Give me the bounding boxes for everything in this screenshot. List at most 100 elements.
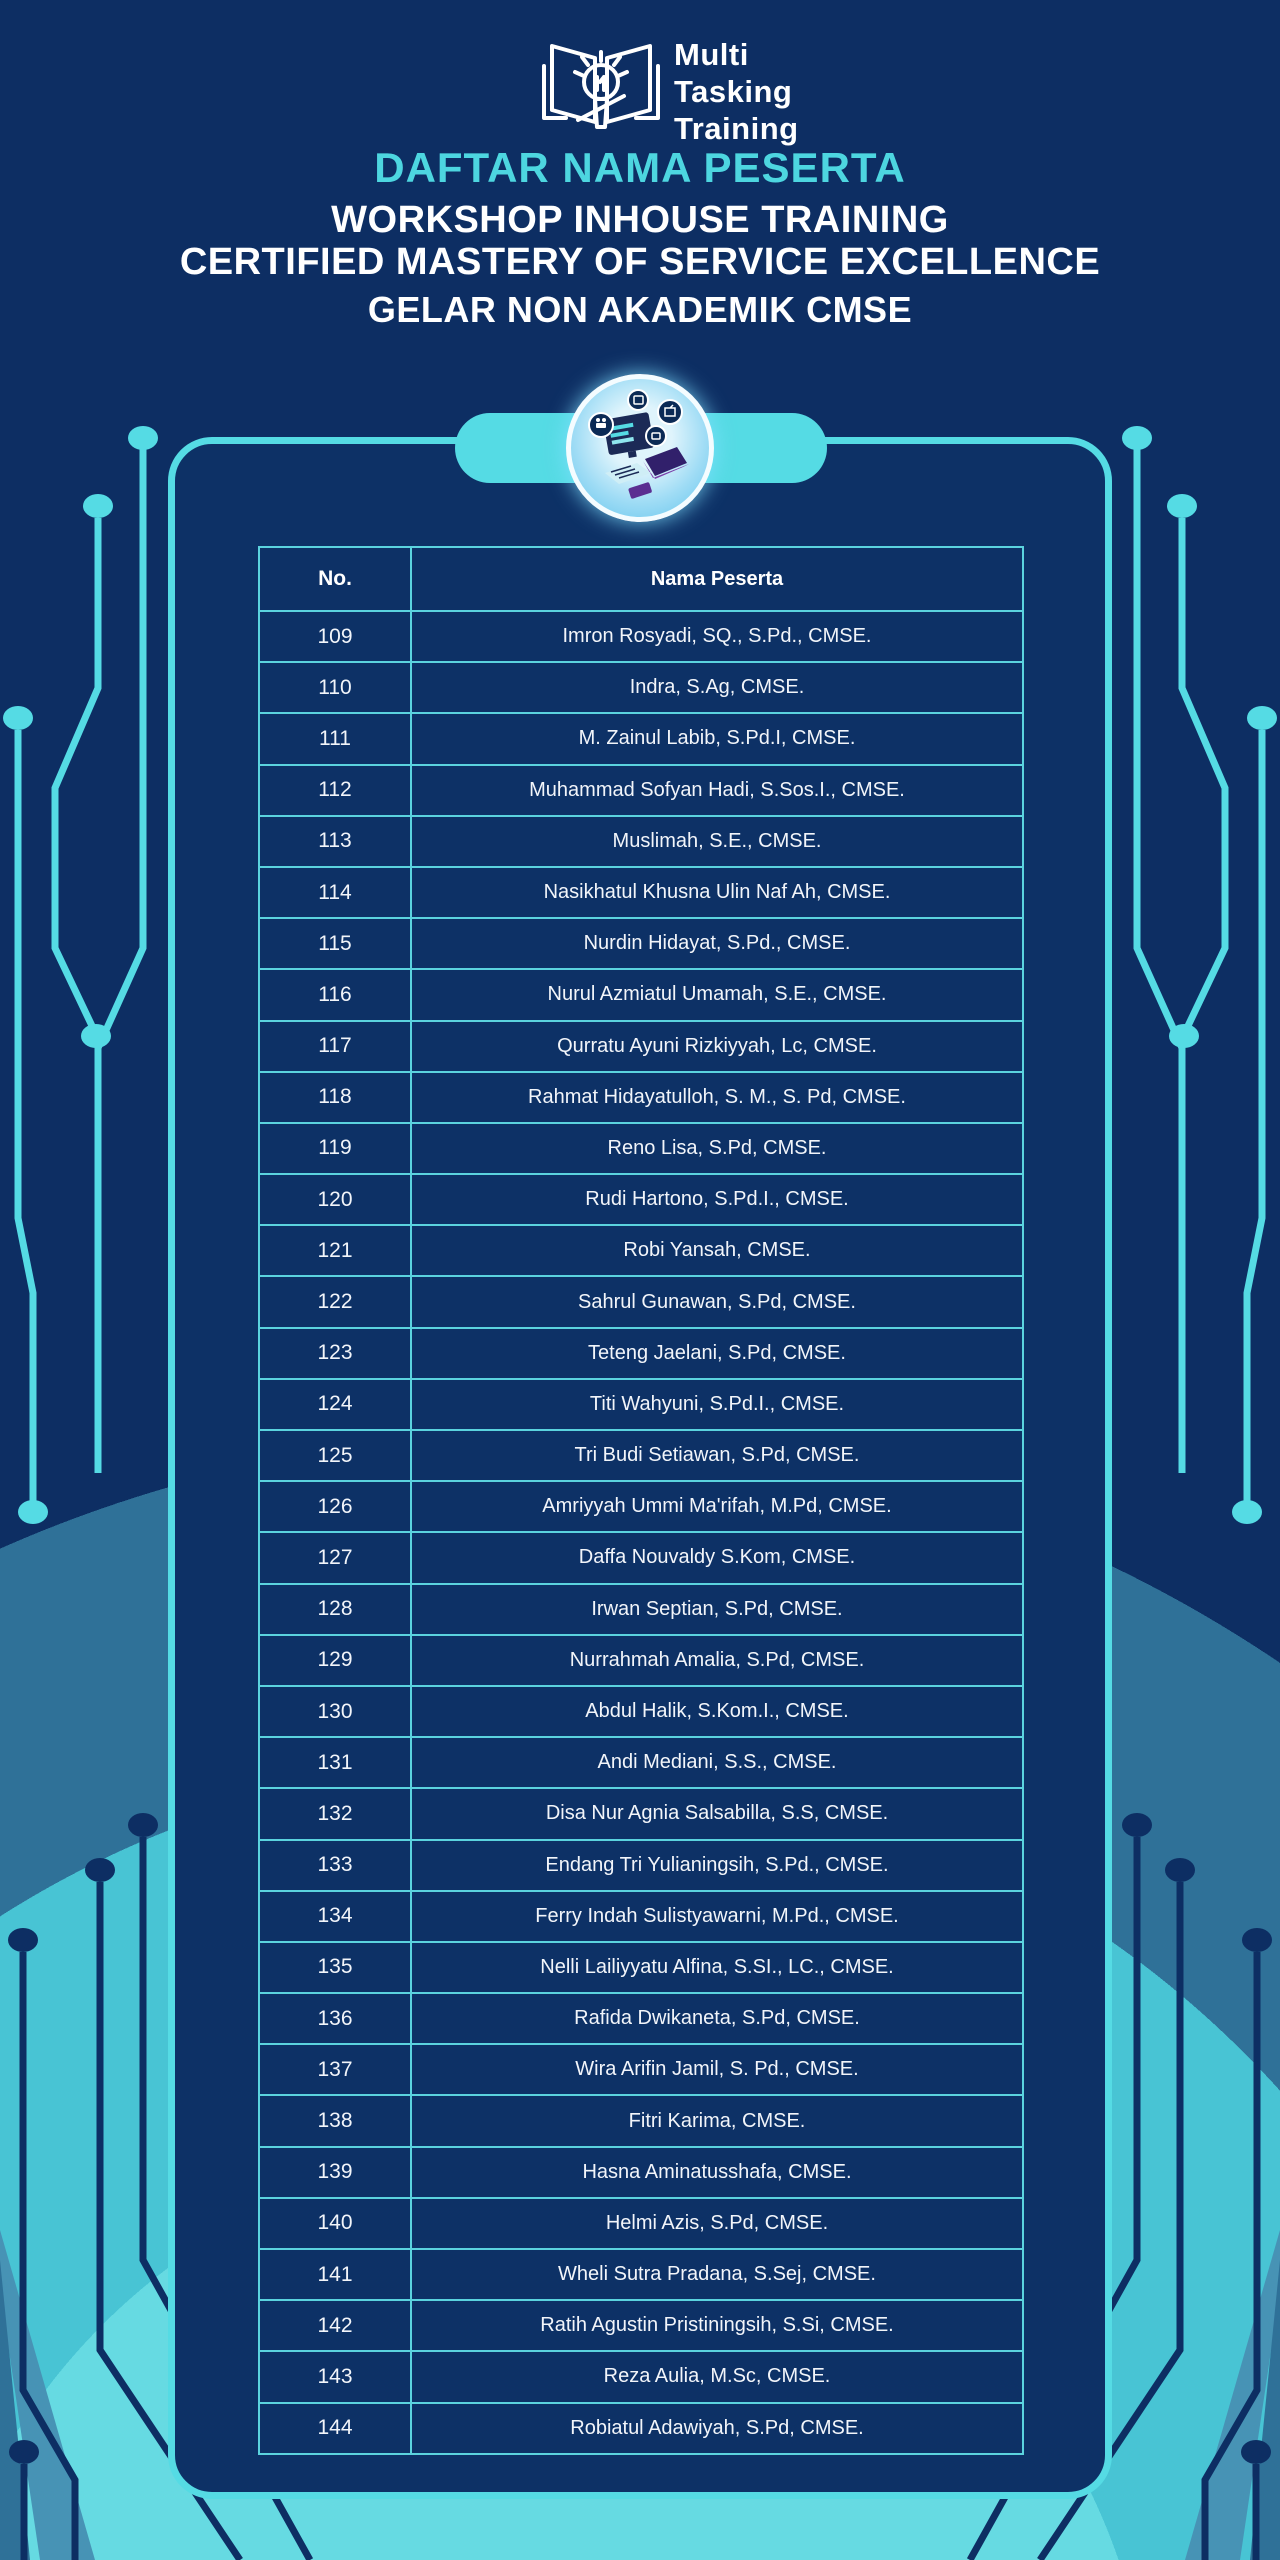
table-row: 132 Disa Nur Agnia Salsabilla, S.S, CMSE. [260,1787,1022,1839]
table-row: 119 Reno Lisa, S.Pd, CMSE. [260,1121,1022,1174]
participant-name-cell: Daffa Nouvaldy S.Kom, CMSE. [578,1546,856,1569]
row-number-cell: 115 [260,919,412,969]
table-row: 123 Teteng Jaelani, S.Pd, CMSE. [260,1326,1022,1378]
row-number-cell: 130 [260,1686,412,1737]
table-row: 125 Tri Budi Setiawan, S.Pd, CMSE. [260,1429,1022,1481]
participant-name-cell: Titi Wahyuni, S.Pd.I., CMSE. [589,1392,845,1415]
brand-word-2: Tasking [674,74,793,109]
row-number-cell: 143 [260,2352,412,2402]
brand-word-3: Training [674,111,799,146]
table-row: 131 Andi Mediani, S.S., CMSE. [260,1736,1022,1788]
row-number-cell: 123 [260,1328,412,1378]
table-row: 130 Abdul Halik, S.Kom.I., CMSE. [260,1684,1022,1737]
row-number-cell: 113 [260,816,412,866]
table-row: 114 Nasikhatul Khusna Ulin Naf Ah, CMSE. [260,865,1022,918]
row-number-cell: 121 [260,1226,412,1276]
participant-name-cell: Hasna Aminatusshafa, CMSE. [582,2160,852,2183]
participant-name-cell: Nurul Azmiatul Umamah, S.E., CMSE. [547,983,887,1006]
row-number-cell: 137 [260,2045,412,2095]
participants-table: No. Nama Peserta 109 Imron Rosyadi, SQ., … [258,546,1024,2455]
row-number-cell: 140 [260,2198,412,2248]
table-header-row: No. Nama Peserta [260,548,1022,610]
row-number-cell: 125 [260,1431,412,1481]
column-header-nama-peserta: Nama Peserta [650,567,784,590]
participant-name-cell: Endang Tri Yulianingsih, S.Pd., CMSE. [545,1853,889,1876]
table-row: 126 Amriyyah Ummi Ma'rifah, M.Pd, CMSE. [260,1480,1022,1532]
row-number-cell: 135 [260,1942,412,1993]
table-row: 143 Reza Aulia, M.Sc, CMSE. [260,2350,1022,2402]
row-number-cell: 128 [260,1584,412,1634]
table-row: 141 Wheli Sutra Pradana, S.Sej, CMSE. [260,2248,1022,2300]
table-row: 113 Muslimah, S.E., CMSE. [260,814,1022,866]
table-body: 109 Imron Rosyadi, SQ., S.Pd., CMSE. 110 In… [260,610,1022,2453]
table-row: 138 Fitri Karima, CMSE. [260,2094,1022,2146]
row-number-cell: 120 [260,1175,412,1225]
row-number-cell: 112 [260,765,412,815]
row-number-cell: 144 [260,2403,412,2453]
table-row: 127 Daffa Nouvaldy S.Kom, CMSE. [260,1531,1022,1583]
table-row: 140 Helmi Azis, S.Pd, CMSE. [260,2196,1022,2248]
subtitle-gelar: GELAR NON AKADEMIK CMSE [367,289,913,330]
participant-name-cell: Imron Rosyadi, SQ., S.Pd., CMSE. [562,625,872,648]
row-number-cell: 122 [260,1277,412,1327]
table-row: 120 Rudi Hartono, S.Pd.I., CMSE. [260,1173,1022,1225]
row-number-cell: 117 [260,1021,412,1071]
row-number-cell: 129 [260,1635,412,1685]
participant-name-cell: Indra, S.Ag, CMSE. [629,676,805,699]
table-row: 118 Rahmat Hidayatulloh, S. M., S. Pd, CM… [260,1070,1022,1122]
table-row: 112 Muhammad Sofyan Hadi, S.Sos.I., CMSE. [260,763,1022,815]
row-number-cell: 118 [260,1072,412,1122]
participant-name-cell: Irwan Septian, S.Pd, CMSE. [591,1597,843,1620]
table-row: 122 Sahrul Gunawan, S.Pd, CMSE. [260,1275,1022,1327]
row-number-cell: 110 [260,663,412,713]
participant-name-cell: Nelli Lailiyyatu Alfina, S.SI., LC., CMS… [540,1955,894,1978]
participant-name-cell: Ratih Agustin Pristiningsih, S.Si, CMSE. [540,2314,894,2337]
table-row: 116 Nurul Azmiatul Umamah, S.E., CMSE. [260,968,1022,1020]
row-number-cell: 126 [260,1482,412,1532]
table-row: 135 Nelli Lailiyyatu Alfina, S.SI., LC., … [260,1940,1022,1993]
table-row: 115 Nurdin Hidayat, S.Pd., CMSE. [260,917,1022,969]
corner-wedge-left [0,2230,95,2560]
participant-name-cell: Muhammad Sofyan Hadi, S.Sos.I., CMSE. [529,778,905,801]
content-panel-frame [168,437,1112,2499]
table-row: 110 Indra, S.Ag, CMSE. [260,661,1022,713]
participant-name-cell: M. Zainul Labib, S.Pd.I, CMSE. [578,727,856,750]
row-number-cell: 109 [260,612,412,662]
row-number-cell: 111 [260,714,412,764]
participant-name-cell: Robi Yansah, CMSE. [623,1239,811,1262]
row-number-cell: 124 [260,1379,412,1429]
participant-name-cell: Qurratu Ayuni Rizkiyyah, Lc, CMSE. [557,1034,877,1057]
technology-badge-icon [566,374,714,522]
table-row: 144 Robiatul Adawiyah, S.Pd, CMSE. [260,2401,1022,2453]
subtitle-workshop: WORKSHOP INHOUSE TRAINING [331,199,949,241]
table-row: 128 Irwan Septian, S.Pd, CMSE. [260,1582,1022,1634]
brand-word-1: Multi [674,37,749,72]
table-row: 124 Titi Wahyuni, S.Pd.I., CMSE. [260,1377,1022,1429]
participant-name-cell: Teteng Jaelani, S.Pd, CMSE. [588,1341,846,1364]
table-row: 136 Rafida Dwikaneta, S.Pd, CMSE. [260,1992,1022,2044]
participant-name-cell: Rahmat Hidayatulloh, S. M., S. Pd, CMSE. [528,1085,906,1108]
participant-name-cell: Rudi Hartono, S.Pd.I., CMSE. [585,1188,849,1211]
participant-name-cell: Disa Nur Agnia Salsabilla, S.S, CMSE. [545,1802,889,1825]
row-number-cell: 134 [260,1891,412,1941]
table-row: 121 Robi Yansah, CMSE. [260,1224,1022,1276]
table-row: 109 Imron Rosyadi, SQ., S.Pd., CMSE. [260,610,1022,662]
participant-name-cell: Robiatul Adawiyah, S.Pd, CMSE. [570,2416,864,2439]
participant-name-cell: Helmi Azis, S.Pd, CMSE. [605,2211,829,2234]
row-number-cell: 116 [260,970,412,1020]
table-row: 129 Nurrahmah Amalia, S.Pd, CMSE. [260,1633,1022,1685]
row-number-cell: 131 [260,1738,412,1788]
participant-name-cell: Nurdin Hidayat, S.Pd., CMSE. [583,932,851,955]
row-number-cell: 141 [260,2250,412,2300]
participant-name-cell: Nasikhatul Khusna Ulin Naf Ah, CMSE. [543,881,891,904]
participant-name-cell: Nurrahmah Amalia, S.Pd, CMSE. [569,1648,865,1671]
row-number-cell: 138 [260,2096,412,2146]
row-number-cell: 133 [260,1840,412,1890]
row-number-cell: 142 [260,2301,412,2351]
row-number-cell: 119 [260,1123,412,1174]
participant-name-cell: Rafida Dwikaneta, S.Pd, CMSE. [574,2007,860,2030]
participant-name-cell: Muslimah, S.E., CMSE. [612,829,822,852]
table-row: 133 Endang Tri Yulianingsih, S.Pd., CMSE. [260,1838,1022,1890]
column-header-no: No. [260,548,412,610]
